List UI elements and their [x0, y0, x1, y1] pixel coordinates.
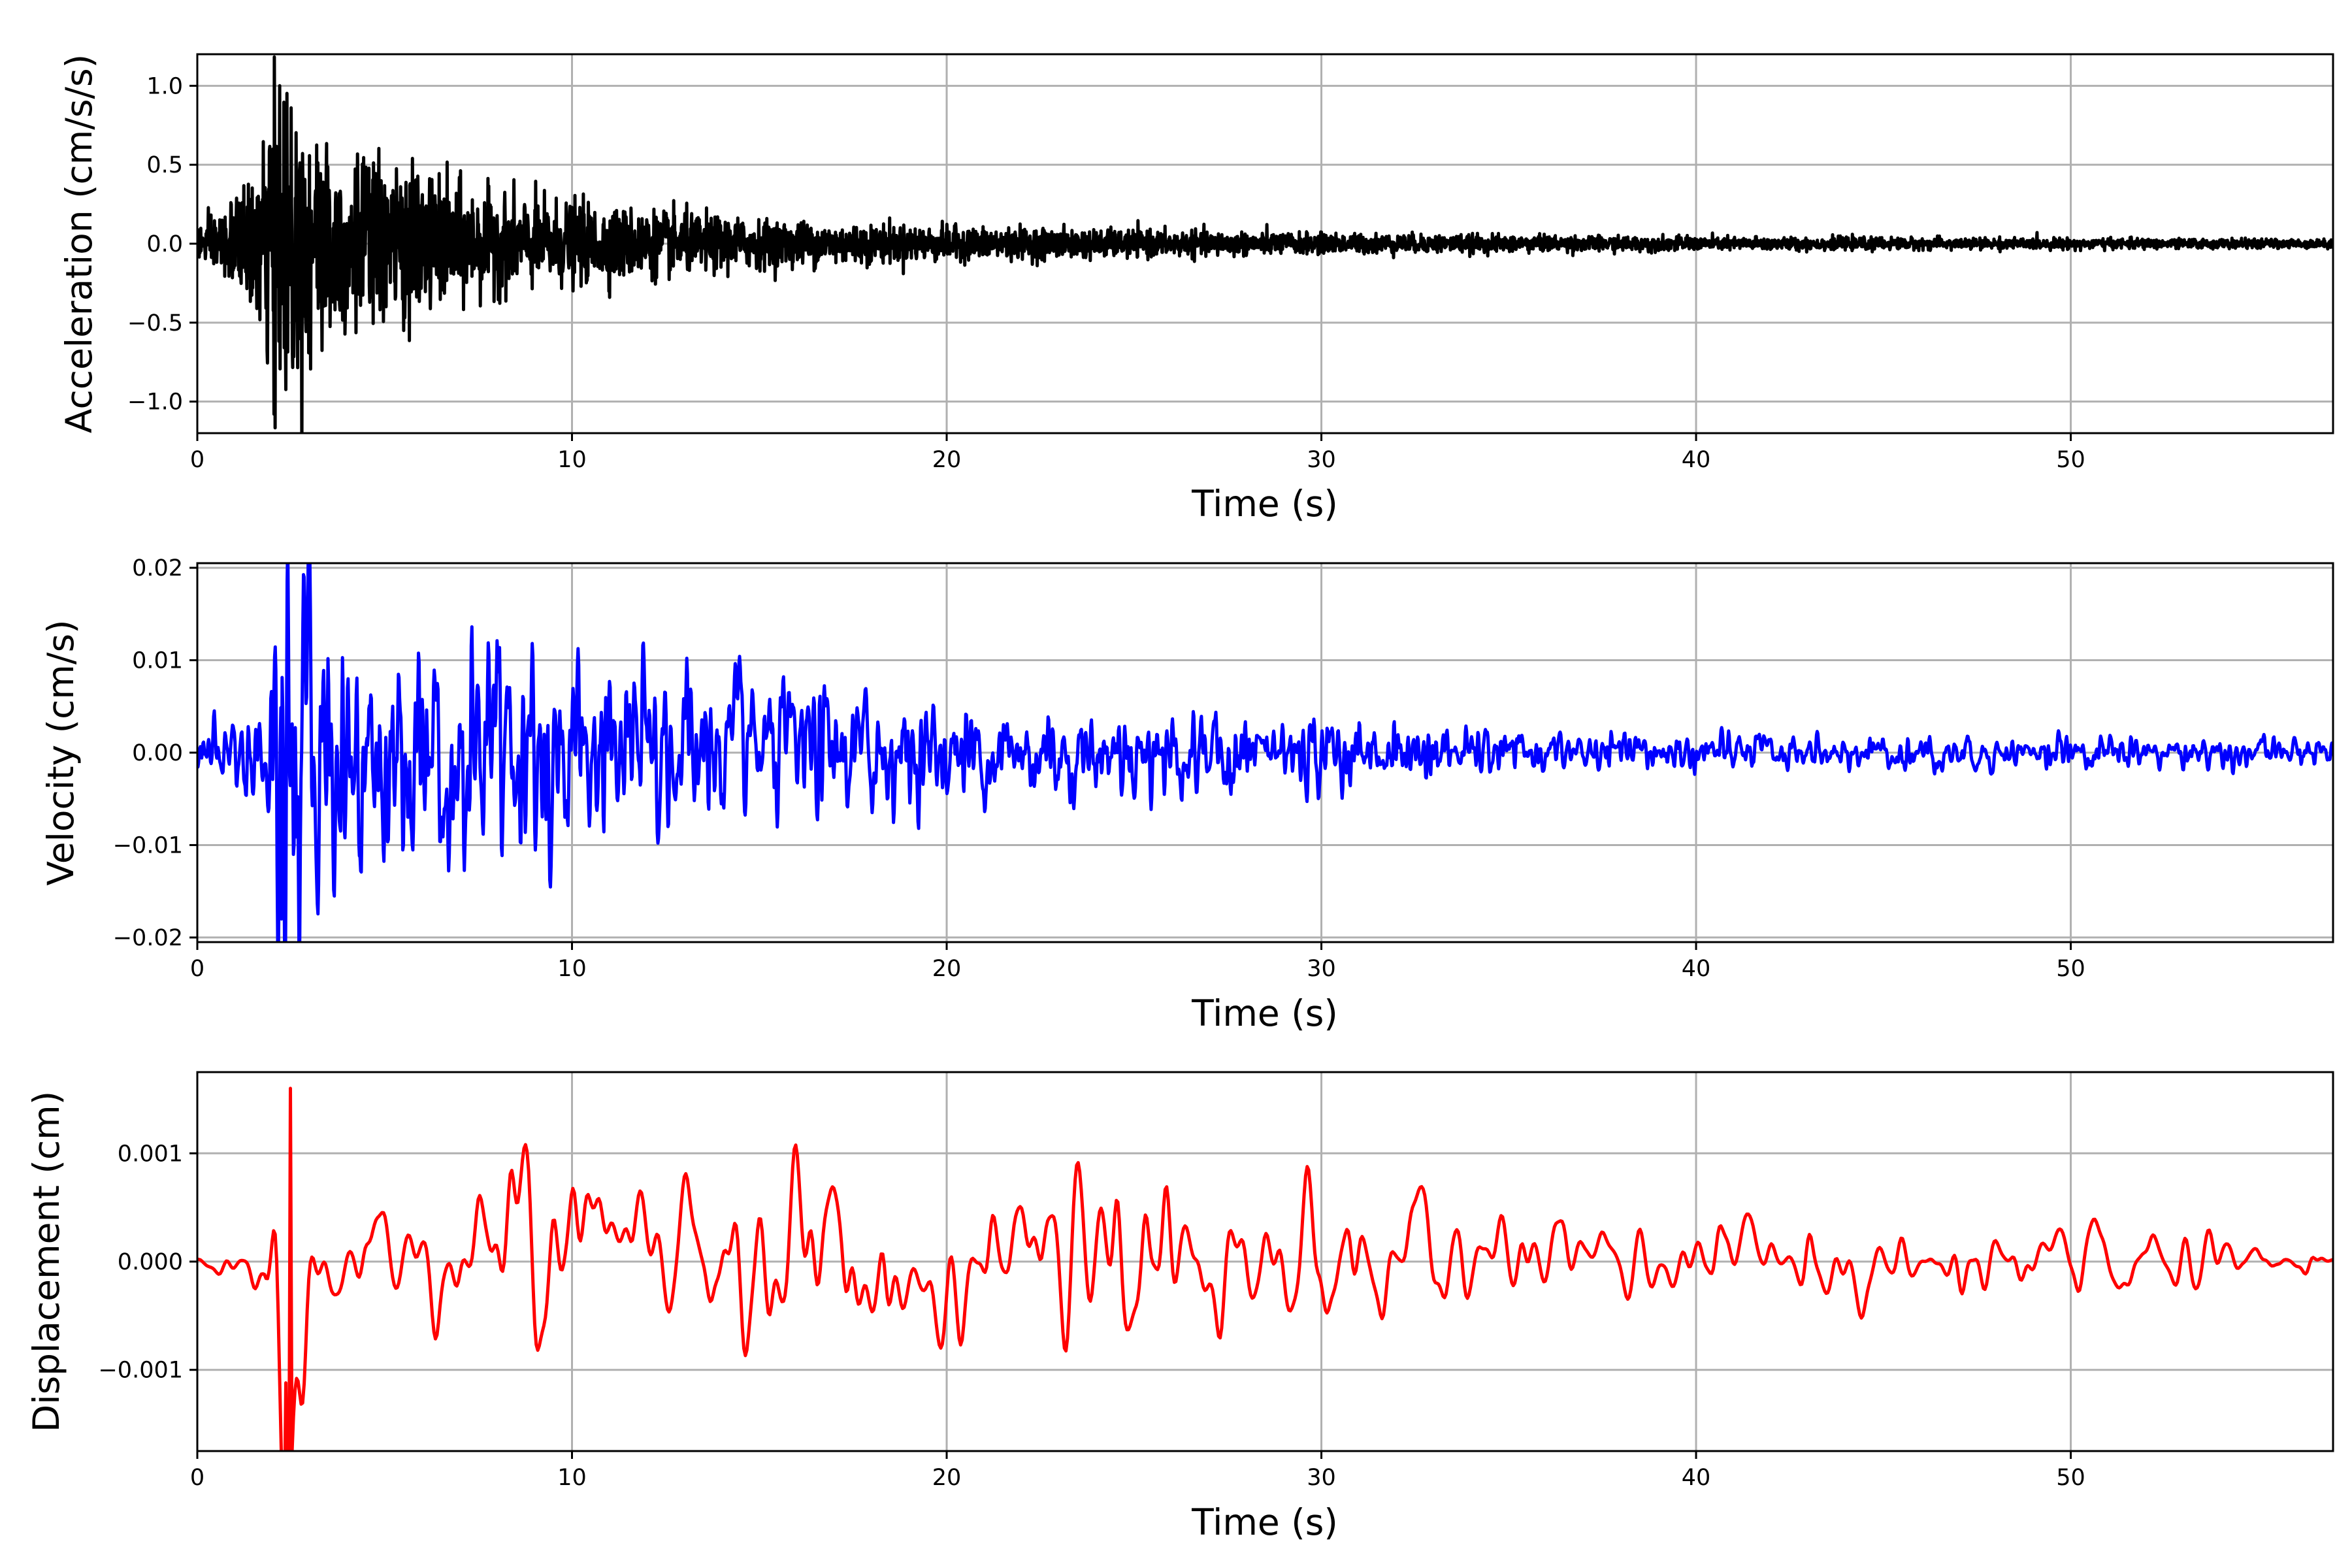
displacement-y-axis-label: Displacement (cm)	[25, 1091, 67, 1432]
displacement-x-tick-label: 20	[932, 1465, 962, 1491]
velocity-y-tick-label: −0.02	[113, 925, 183, 951]
velocity-y-axis-label: Velocity (cm/s)	[40, 619, 82, 885]
displacement-x-tick-label: 50	[2056, 1465, 2085, 1491]
velocity-x-tick-label: 30	[1307, 956, 1336, 982]
velocity-x-tick-label: 40	[1682, 956, 1711, 982]
acceleration-y-tick-label: 0.0	[146, 231, 183, 257]
displacement-y-tick-label: −0.001	[98, 1358, 183, 1384]
acceleration-x-tick-label: 0	[190, 447, 204, 473]
displacement-panel: 0 10 20 30 40 50 0.001 0.000 −0.001 Time (s) Dis…	[25, 1071, 2334, 1543]
displacement-series-line	[197, 1086, 2333, 1451]
displacement-y-tick-label: 0.001	[118, 1141, 183, 1167]
acceleration-y-axis-label: Acceleration (cm/s/s)	[58, 54, 100, 433]
velocity-x-axis-label: Time (s)	[1191, 992, 1338, 1034]
velocity-x-tick-label: 0	[190, 956, 204, 982]
acceleration-x-tick-label: 40	[1682, 447, 1711, 473]
velocity-x-tick-label: 50	[2056, 956, 2085, 982]
acceleration-ticks: 0 10 20 30 40 50 1.0 0.5 0.0 −0.5 −1.0	[127, 73, 2085, 473]
velocity-y-tick-label: 0.00	[132, 740, 183, 766]
acceleration-y-tick-label: −0.5	[127, 310, 183, 336]
acceleration-series-line	[197, 55, 2333, 433]
displacement-y-tick-label: 0.000	[118, 1249, 183, 1275]
displacement-x-tick-label: 10	[557, 1465, 587, 1491]
velocity-panel: 0 10 20 30 40 50 0.02 0.01 0.00 −0.01 −0.02 Time (…	[40, 555, 2334, 1034]
velocity-x-tick-label: 10	[557, 956, 587, 982]
displacement-plot-area	[197, 1086, 2333, 1451]
acceleration-x-tick-label: 30	[1307, 447, 1336, 473]
acceleration-plot-area	[197, 55, 2333, 433]
displacement-x-tick-label: 0	[190, 1465, 204, 1491]
acceleration-y-tick-label: 1.0	[146, 73, 183, 99]
displacement-x-tick-label: 30	[1307, 1465, 1336, 1491]
displacement-ticks: 0 10 20 30 40 50 0.001 0.000 −0.001	[98, 1141, 2085, 1491]
velocity-y-tick-label: −0.01	[113, 832, 183, 858]
acceleration-x-axis-label: Time (s)	[1191, 483, 1338, 525]
acceleration-y-tick-label: −1.0	[127, 389, 183, 416]
acceleration-x-tick-label: 10	[557, 447, 587, 473]
velocity-y-tick-label: 0.01	[132, 648, 183, 674]
velocity-x-tick-label: 20	[932, 956, 962, 982]
acceleration-panel: 0 10 20 30 40 50 1.0 0.5 0.0 −0.5 −1.0 Time (s) Ac…	[58, 53, 2334, 525]
displacement-x-axis-label: Time (s)	[1191, 1501, 1338, 1543]
displacement-x-tick-label: 40	[1682, 1465, 1711, 1491]
acceleration-y-tick-label: 0.5	[146, 152, 183, 178]
velocity-y-tick-label: 0.02	[132, 555, 183, 581]
velocity-ticks: 0 10 20 30 40 50 0.02 0.01 0.00 −0.01 −0.02	[113, 555, 2085, 982]
velocity-series-line	[197, 563, 2333, 942]
velocity-plot-area	[197, 563, 2333, 942]
acceleration-x-tick-label: 20	[932, 447, 962, 473]
acceleration-x-tick-label: 50	[2056, 447, 2085, 473]
displacement-grid	[197, 1072, 2333, 1451]
